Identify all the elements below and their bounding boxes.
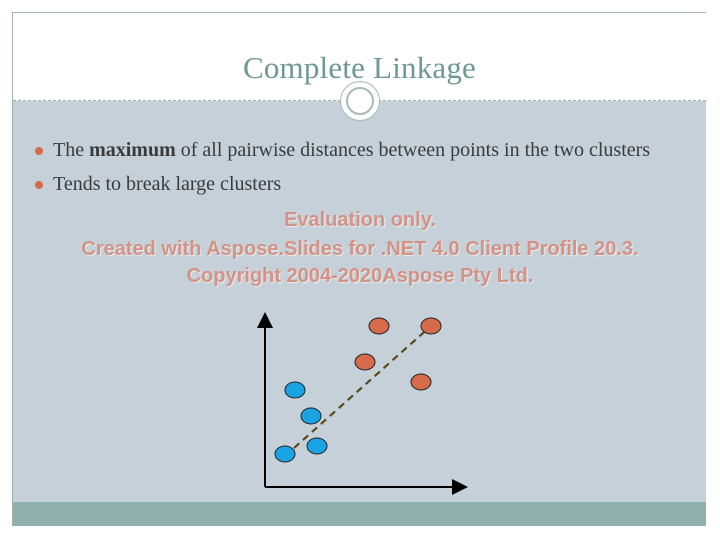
bullet-item: Tends to break large clusters <box>32 170 682 198</box>
footer-bar <box>13 502 706 526</box>
bullet-icon <box>35 181 43 189</box>
watermark-line-1: Evaluation only. <box>284 209 436 231</box>
bullet-text-bold: maximum <box>89 139 176 161</box>
red-cluster-point <box>420 317 442 335</box>
red-cluster-point <box>354 353 376 371</box>
divider-ring-inner <box>346 87 374 115</box>
slide-title: Complete Linkage <box>242 50 477 85</box>
red-cluster-point <box>368 317 390 335</box>
bullet-text: Tends to break large clusters <box>53 173 282 195</box>
bullet-text-start: The <box>53 139 90 161</box>
complete-linkage-line <box>284 325 432 457</box>
bullet-item: The maximum of all pairwise distances be… <box>32 136 682 164</box>
watermark-line-2: Created with Aspose.Slides for .NET 4.0 … <box>81 238 639 260</box>
red-cluster-point <box>410 373 432 391</box>
bullet-text-end: of all pairwise distances between points… <box>175 139 651 161</box>
blue-cluster-point <box>306 437 328 455</box>
watermark-line-3: Copyright 2004-2020Aspose Pty Ltd. <box>186 265 534 287</box>
blue-cluster-point <box>284 381 306 399</box>
blue-cluster-point <box>300 407 322 425</box>
slide-body <box>13 101 706 502</box>
bullet-list: The maximum of all pairwise distances be… <box>32 136 682 204</box>
bullet-icon <box>35 147 43 155</box>
blue-cluster-point <box>274 445 296 463</box>
divider-ring-ornament <box>340 81 380 121</box>
